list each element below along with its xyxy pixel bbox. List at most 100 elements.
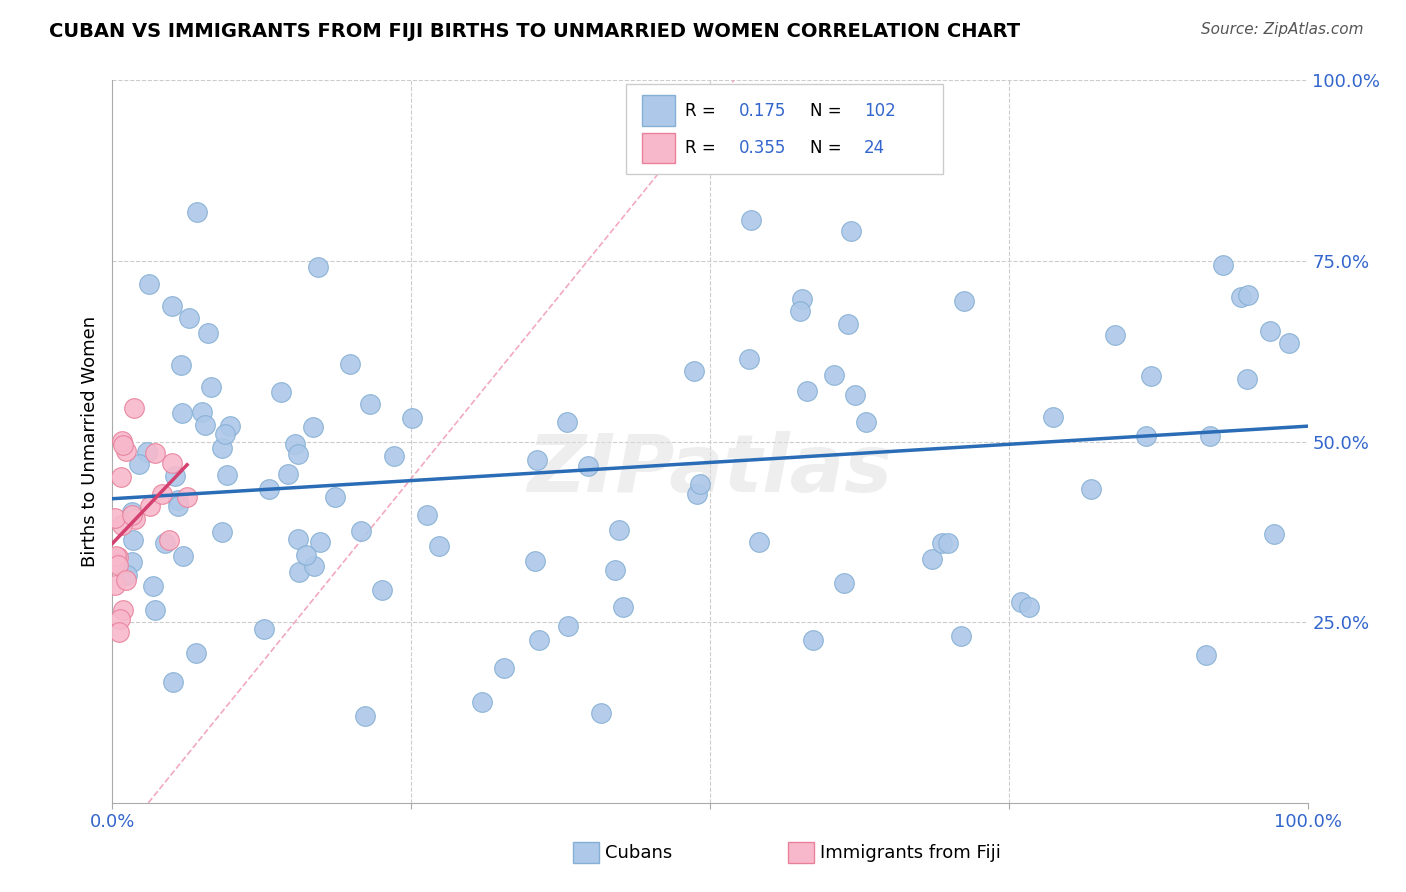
Point xyxy=(107,558,129,572)
Point xyxy=(921,551,943,566)
Point xyxy=(1135,429,1157,443)
Point xyxy=(1260,324,1282,338)
Point xyxy=(359,397,381,411)
Y-axis label: Births to Unmarried Women: Births to Unmarried Women xyxy=(80,316,98,567)
Point xyxy=(952,293,974,308)
Point xyxy=(142,579,165,593)
Point xyxy=(121,555,143,569)
Point xyxy=(1237,288,1260,302)
Point xyxy=(689,476,711,491)
Point xyxy=(107,550,129,565)
Point xyxy=(931,536,953,550)
Point xyxy=(789,303,811,318)
Point xyxy=(801,632,824,647)
Point xyxy=(112,437,135,451)
Point xyxy=(384,449,406,463)
Point xyxy=(1230,290,1253,304)
Point xyxy=(1010,595,1032,609)
Point xyxy=(253,622,276,636)
Text: N =: N = xyxy=(810,139,848,157)
Text: CUBAN VS IMMIGRANTS FROM FIJI BIRTHS TO UNMARRIED WOMEN CORRELATION CHART: CUBAN VS IMMIGRANTS FROM FIJI BIRTHS TO … xyxy=(49,22,1021,41)
Point xyxy=(295,548,318,562)
Point xyxy=(157,533,180,548)
Point xyxy=(612,599,634,614)
Point xyxy=(287,565,309,579)
Point xyxy=(1278,335,1301,350)
Point xyxy=(162,456,184,470)
Point xyxy=(287,532,309,546)
Point xyxy=(427,539,450,553)
Bar xyxy=(787,842,814,863)
Point xyxy=(844,388,866,402)
Point xyxy=(605,563,627,577)
Point xyxy=(287,447,309,461)
Point xyxy=(194,418,217,433)
Text: 0.355: 0.355 xyxy=(738,139,786,157)
Text: 102: 102 xyxy=(865,102,896,120)
Point xyxy=(1080,483,1102,497)
Point xyxy=(112,602,135,616)
Point xyxy=(837,317,859,331)
Point xyxy=(211,524,233,539)
Point xyxy=(1018,599,1040,614)
Point xyxy=(167,493,190,508)
Point xyxy=(284,437,307,451)
Point xyxy=(115,567,138,582)
Text: Immigrants from Fiji: Immigrants from Fiji xyxy=(820,844,1001,862)
Point xyxy=(111,434,134,449)
Point xyxy=(470,696,492,710)
Point xyxy=(270,385,292,400)
Point xyxy=(1194,648,1216,662)
Point xyxy=(350,524,373,538)
Point xyxy=(214,426,236,441)
Point xyxy=(167,499,190,513)
Point xyxy=(218,418,240,433)
Point xyxy=(145,603,167,617)
Point xyxy=(104,557,127,571)
Point xyxy=(172,549,194,564)
Point xyxy=(302,419,325,434)
Point xyxy=(177,310,200,325)
Point xyxy=(211,441,233,455)
Point xyxy=(162,674,184,689)
Point xyxy=(124,512,146,526)
Point xyxy=(371,583,394,598)
Point xyxy=(191,405,214,419)
Point xyxy=(936,536,959,550)
Point xyxy=(823,368,845,382)
Point xyxy=(839,224,862,238)
Point xyxy=(122,401,145,415)
Point xyxy=(136,444,159,458)
Point xyxy=(108,612,131,626)
Point xyxy=(738,352,761,367)
Point xyxy=(589,706,612,721)
Point xyxy=(115,573,138,587)
Point xyxy=(339,357,361,371)
Point xyxy=(492,661,515,675)
Point xyxy=(950,629,973,643)
Point xyxy=(748,535,770,549)
Point xyxy=(139,499,162,513)
Point xyxy=(323,490,346,504)
Point xyxy=(416,508,439,523)
Point xyxy=(186,204,208,219)
Point xyxy=(524,554,547,568)
Text: Source: ZipAtlas.com: Source: ZipAtlas.com xyxy=(1201,22,1364,37)
Text: R =: R = xyxy=(685,102,721,120)
Point xyxy=(686,487,709,501)
Point xyxy=(105,549,128,564)
Point xyxy=(855,415,877,429)
FancyBboxPatch shape xyxy=(627,84,943,174)
Point xyxy=(197,326,219,340)
Point xyxy=(155,536,177,550)
Point xyxy=(309,535,332,549)
Point xyxy=(832,576,855,591)
Point xyxy=(170,358,193,372)
Point xyxy=(682,364,704,378)
Point xyxy=(557,619,579,633)
Point xyxy=(526,453,548,467)
Point xyxy=(792,292,814,306)
Bar xyxy=(643,133,675,163)
Point xyxy=(143,446,166,460)
Point xyxy=(128,457,150,471)
